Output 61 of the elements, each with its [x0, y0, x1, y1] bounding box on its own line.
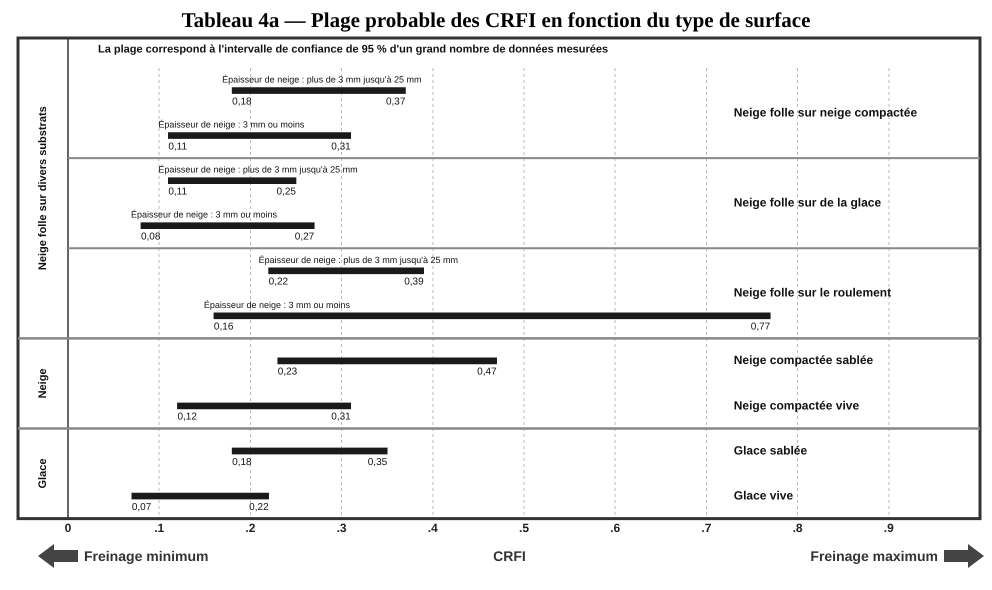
y-tick-label: Épaisseur de neige : plus de 3 mm jusqu'à 25 mm	[158, 164, 358, 175]
x-tick-label: .4	[428, 521, 438, 536]
annotation: Neige folle sur de la glace	[734, 195, 882, 210]
data-label: 0,37	[386, 96, 406, 108]
x-tick-label: .7	[701, 521, 712, 536]
text: La plage correspond à l'intervalle de confiance de 95 % d'un grand nombre de données mesurées	[98, 44, 608, 56]
data-label: 0,27	[294, 231, 315, 242]
y-tick-label: Épaisseur de neige : 3 mm ou moins	[204, 300, 350, 310]
data-label: 0,39	[404, 276, 424, 288]
data-label: 0,25	[276, 186, 296, 198]
y-tick-label: Épaisseur de neige : plus de 3 mm jusqu'à 25 mm	[258, 254, 458, 265]
data-label: 0,47	[477, 366, 498, 378]
annotation: 0,11	[168, 186, 188, 198]
bar	[168, 177, 296, 184]
y-tick-label: Épaisseur de neige : 3 mm ou moins	[130, 210, 278, 220]
annotation: 0,18	[232, 96, 252, 108]
annotation: 0,11	[168, 141, 188, 152]
bar	[177, 402, 352, 410]
y-tick-label: Épaisseur de neige : plus de 3 mm jusqu'à 25 mm	[222, 74, 422, 85]
y-tick-label: Glace sablée	[734, 443, 808, 458]
x-tick-label: .9	[884, 521, 894, 536]
text: Glace	[37, 458, 50, 489]
x-tick-label: 0	[64, 521, 72, 536]
x-tick-label: .2	[245, 521, 256, 536]
annotation: Neige folle sur neige compactée	[734, 105, 918, 120]
x-tick-label: .5	[518, 521, 530, 536]
bar	[214, 312, 771, 320]
data-label: 0,77	[750, 322, 771, 333]
bar	[232, 448, 388, 454]
text: Neige	[37, 368, 50, 398]
annotation: 0,18	[232, 456, 252, 468]
x-tick-label: .1	[154, 521, 165, 536]
y-tick-label: Épaisseur de neige : 3 mm ou moins	[158, 120, 305, 130]
chart-title: Tableau 4a — Plage probable des CRFI en fonction du type de surface	[180, 8, 812, 34]
data-label: 0,31	[331, 412, 352, 423]
x-axis-title: CRFI	[493, 548, 526, 564]
annotation: 0,22	[268, 276, 289, 288]
y-tick-label: Glace vive	[734, 488, 794, 502]
bar	[268, 267, 424, 274]
bar	[140, 222, 315, 230]
annotation: 0,12	[177, 412, 198, 423]
annotation: 0,23	[278, 366, 298, 378]
x-tick-label: .3	[336, 521, 347, 536]
annotation: 0,08	[140, 231, 161, 242]
y-tick-label: Neige compactée sablée	[734, 353, 874, 368]
data-label: 0,31	[331, 141, 352, 152]
bar	[132, 492, 269, 500]
bar	[232, 87, 406, 94]
x-tick-label: .6	[610, 521, 621, 536]
text: Neige folle sur divers substrats	[37, 106, 50, 270]
x-tick-label: .8	[792, 521, 803, 536]
data-label: 0,22	[249, 502, 270, 513]
bar	[168, 132, 352, 139]
bar	[277, 358, 497, 364]
data-label: 0,35	[368, 456, 388, 468]
y-tick-label: Neige compactée vive	[734, 398, 860, 412]
annotation: 0,07	[132, 502, 152, 513]
annotation: Neige folle sur le roulement	[734, 286, 892, 300]
annotation: 0,16	[214, 322, 234, 333]
text: Freinage minimum	[84, 548, 208, 564]
text: Freinage maximum	[810, 548, 938, 564]
